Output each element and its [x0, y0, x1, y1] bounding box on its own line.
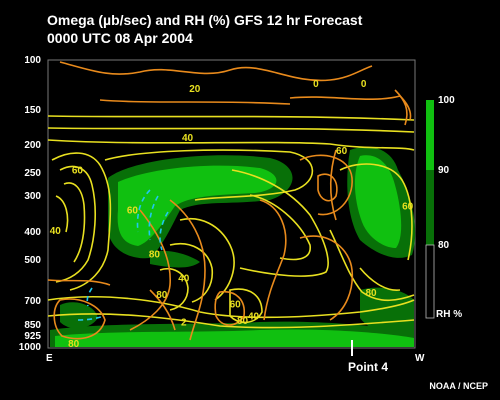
- contour-label: 60: [230, 299, 242, 310]
- contour-label: 40: [50, 226, 62, 237]
- y-tick-400: 400: [24, 227, 41, 238]
- contour-label: 0: [313, 79, 319, 90]
- y-tick-925: 925: [24, 331, 41, 342]
- colorbar-tick-90: 90: [438, 165, 450, 176]
- rh-region-bright: [55, 329, 414, 347]
- colorbar-segment-80-90: [426, 170, 434, 245]
- y-tick-500: 500: [24, 255, 41, 266]
- y-tick-300: 300: [24, 191, 41, 202]
- chart-title-line1: Omega (µb/sec) and RH (%) GFS 12 hr Fore…: [47, 12, 363, 28]
- colorbar-segment-below-80: [425, 244, 435, 319]
- y-tick-150: 150: [24, 105, 41, 116]
- x-axis-east-label: E: [46, 353, 53, 364]
- credit-label: NOAA / NCEP: [429, 381, 488, 391]
- contour-label: 60: [336, 146, 348, 157]
- colorbar-tick-80: 80: [438, 240, 450, 251]
- y-tick-850: 850: [24, 320, 41, 331]
- contour-label: 40: [248, 311, 260, 322]
- contour-label: 80: [68, 339, 80, 350]
- colorbar-unit-label: RH %: [436, 309, 463, 320]
- y-tick-200: 200: [24, 140, 41, 151]
- contour-label: 80: [237, 316, 249, 327]
- contour-label: 40: [182, 133, 194, 144]
- contour-label: 80: [365, 288, 377, 299]
- rh-region-bright: [354, 155, 402, 248]
- y-tick-100: 100: [24, 55, 41, 66]
- y-tick-1000: 1000: [18, 342, 41, 353]
- colorbar-segment-above-90: [426, 100, 434, 170]
- y-tick-700: 700: [24, 296, 41, 307]
- point-4-label: Point 4: [348, 360, 389, 374]
- contour-label: 80: [156, 290, 168, 301]
- chart-title-line2: 0000 UTC 08 Apr 2004: [47, 30, 193, 46]
- rh-colorbar: [425, 100, 435, 319]
- contour-label: 60: [127, 205, 139, 216]
- rh-region-dark: [360, 287, 414, 337]
- contour-label: 60: [72, 166, 84, 177]
- contour-label: 2: [181, 318, 187, 329]
- contour-label: 60: [402, 202, 414, 213]
- contour-label: 20: [189, 84, 201, 95]
- rh-region-dark: [60, 302, 98, 329]
- rh-region-dark: [150, 250, 200, 268]
- x-axis-west-label: W: [415, 353, 425, 364]
- contour-label: 0: [361, 79, 367, 90]
- orange-contours: [47, 61, 412, 341]
- rh-region-bright: [117, 165, 277, 246]
- y-tick-250: 250: [24, 168, 41, 179]
- cyan-contours: [77, 189, 169, 321]
- contour-label: 80: [149, 250, 161, 261]
- colorbar-tick-100: 100: [438, 95, 455, 106]
- contour-label: 40: [178, 274, 190, 285]
- omega-contours: [47, 115, 415, 329]
